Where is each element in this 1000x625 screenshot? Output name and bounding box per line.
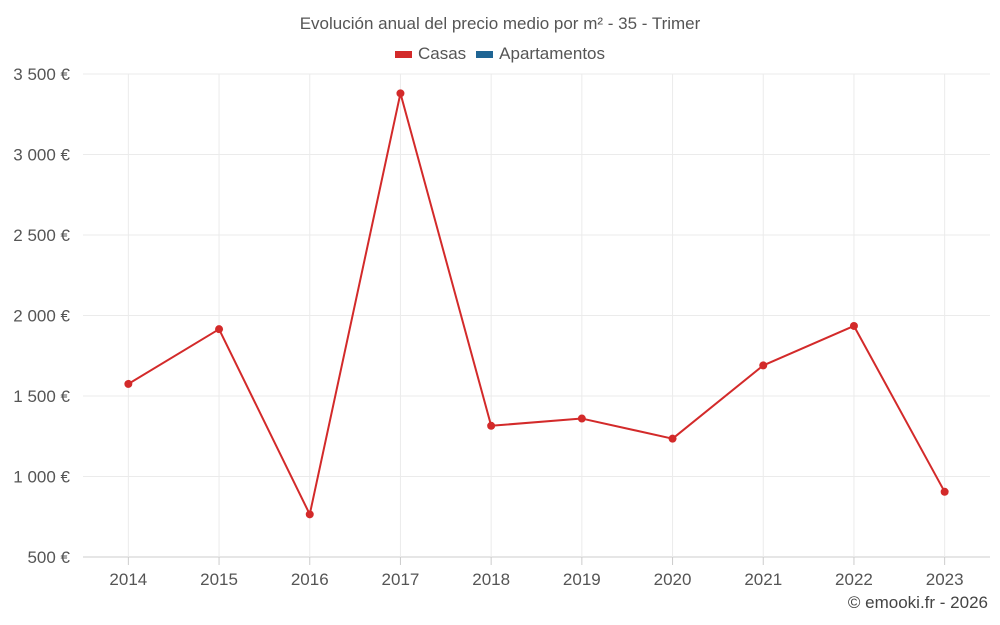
- x-tick-label: 2017: [382, 570, 420, 589]
- data-point: [305, 510, 314, 519]
- y-tick-label: 500 €: [27, 548, 70, 567]
- y-tick-label: 1 500 €: [13, 387, 70, 406]
- chart-title: Evolución anual del precio medio por m² …: [299, 14, 701, 33]
- x-tick-label: 2022: [835, 570, 873, 589]
- data-point: [396, 89, 405, 98]
- data-point: [124, 379, 133, 388]
- legend-swatch-casas: [394, 50, 412, 58]
- data-point: [487, 421, 496, 430]
- series-line-casas: [127, 92, 946, 516]
- legend-label-apartamentos: Apartamentos: [499, 44, 606, 63]
- y-tick-label: 3 000 €: [13, 146, 70, 165]
- y-tick-label: 3 500 €: [13, 65, 70, 84]
- x-tick-label: 2020: [654, 570, 692, 589]
- x-tick-label: 2023: [926, 570, 964, 589]
- data-point: [668, 434, 677, 443]
- y-tick-label: 1 000 €: [13, 468, 70, 487]
- legend-item-casas[interactable]: Casas: [394, 44, 467, 64]
- data-point: [577, 414, 586, 423]
- credit-text: © emooki.fr - 2026: [847, 593, 988, 612]
- x-tick-label: 2015: [200, 570, 238, 589]
- y-tick-label: 2 500 €: [13, 226, 70, 245]
- legend-label-casas: Casas: [417, 44, 467, 63]
- y-tick-label: 2 000 €: [13, 307, 70, 326]
- data-point: [940, 487, 949, 496]
- data-point: [759, 361, 768, 370]
- x-tick-label: 2018: [472, 570, 510, 589]
- data-point: [849, 321, 858, 330]
- legend-swatch-apartamentos: [476, 50, 494, 58]
- x-tick-label: 2014: [109, 570, 147, 589]
- x-tick-label: 2016: [291, 570, 329, 589]
- x-tick-label: 2021: [744, 570, 782, 589]
- x-tick-label: 2019: [563, 570, 601, 589]
- data-point: [215, 325, 224, 334]
- chart-legend: Casas Apartamentos: [0, 44, 1000, 64]
- legend-item-apartamentos[interactable]: Apartamentos: [476, 44, 605, 64]
